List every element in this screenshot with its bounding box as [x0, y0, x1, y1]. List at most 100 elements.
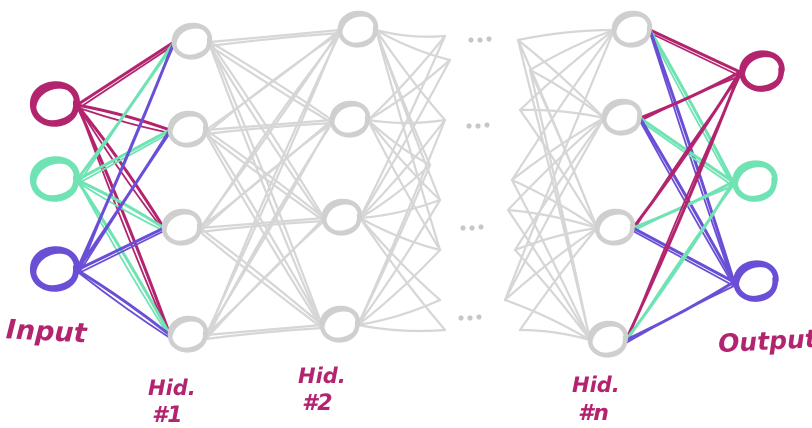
output-node-fill	[736, 262, 776, 302]
ellipsis-dot	[477, 37, 483, 43]
hidden-connection	[204, 128, 326, 220]
input-label: Input	[5, 314, 88, 349]
hidden-connection	[204, 118, 334, 132]
hidden-1-node-fill	[164, 210, 200, 246]
hidden-connection-stub	[366, 34, 447, 122]
ellipsis-dot	[458, 315, 464, 321]
hidden-2-node-fill	[324, 200, 360, 236]
hidden-n-label: Hid.	[572, 373, 620, 397]
hidden-1-node-fill	[174, 24, 210, 60]
output-node-fill	[742, 52, 782, 92]
input-connection	[78, 107, 171, 134]
hidden-1-node	[163, 211, 202, 244]
hidden-connection	[204, 31, 342, 341]
hidden-connection-stub	[518, 108, 606, 120]
hidden-connection	[198, 226, 324, 327]
hidden-2-label: Hid.	[298, 364, 346, 388]
input-connection	[75, 128, 172, 182]
ellipsis-dot	[460, 225, 466, 231]
hidden-connection	[198, 121, 334, 234]
output-connection	[648, 28, 742, 74]
input-connection	[75, 40, 176, 107]
output-node-fill	[735, 162, 775, 202]
ellipsis-dot	[469, 225, 475, 231]
hidden-n-node-fill	[614, 12, 650, 48]
hidden-connection	[204, 323, 324, 337]
output-connection	[625, 75, 741, 344]
hidden-connection-stub	[374, 28, 442, 252]
input-node	[31, 159, 80, 200]
hidden-n-node	[589, 323, 628, 356]
ellipsis-dot	[484, 122, 490, 128]
input-connection	[75, 178, 172, 337]
input-node	[31, 249, 80, 290]
hidden-n-node	[603, 101, 642, 134]
input-connection	[78, 132, 171, 274]
output-connection	[632, 75, 741, 232]
hidden-connection-stub	[518, 328, 592, 342]
hidden-connection-stub	[358, 34, 447, 220]
hidden-connection	[208, 31, 342, 48]
hidden-n-node-fill	[604, 100, 640, 136]
output-connection	[648, 28, 735, 184]
hidden-connection	[204, 132, 326, 223]
hidden-connection	[208, 44, 324, 330]
ellipsis-dot	[478, 224, 484, 230]
hidden-connection	[198, 216, 326, 230]
input-connection	[75, 268, 172, 337]
input-connection	[78, 182, 165, 232]
ellipsis-dot	[486, 36, 492, 42]
input-output-connections	[75, 28, 742, 344]
hidden-connection-stub	[358, 58, 452, 220]
hidden-connection-stub	[528, 68, 592, 342]
hidden-connection-stub	[518, 28, 616, 112]
hidden-connection-stub	[518, 108, 599, 230]
input-connection	[78, 44, 175, 274]
ellipsis-dot	[468, 37, 474, 43]
input-node	[31, 84, 80, 125]
hidden-connection-stub	[356, 198, 442, 327]
hidden-connection-stub	[510, 116, 606, 182]
hidden-1-number: #1	[152, 403, 183, 428]
hidden-2-node	[331, 103, 370, 136]
hidden-connection-stub	[503, 116, 606, 302]
hidden-n-node	[613, 13, 652, 46]
output-connection	[649, 32, 741, 77]
hidden-connection-stub	[366, 58, 452, 122]
hidden-connection-stub	[358, 216, 447, 332]
hidden-connection-stub	[528, 28, 616, 72]
output-node	[734, 163, 778, 200]
network-nodes	[30, 10, 785, 358]
ellipsis-dot	[466, 123, 472, 129]
hidden-2-node-fill	[340, 12, 376, 48]
output-node	[741, 53, 785, 90]
hidden-n-node-fill	[590, 322, 626, 358]
output-connection	[638, 116, 736, 284]
hidden-connection-stub	[503, 28, 616, 302]
hidden-connection-stub	[528, 68, 599, 230]
hidden-connection	[204, 121, 334, 341]
hidden-connection-stub	[510, 178, 599, 230]
output-label: Output	[717, 324, 812, 358]
hidden-connection	[204, 326, 324, 341]
hidden-connection-stub	[503, 226, 599, 302]
hidden-1-node	[169, 113, 208, 146]
hidden-connection	[208, 40, 334, 122]
hidden-1-node	[169, 318, 208, 351]
continuation-dots	[458, 36, 492, 321]
input-connection	[78, 182, 171, 339]
hidden-1-node	[173, 25, 212, 58]
input-connection	[78, 230, 165, 274]
hidden-1-node-fill	[170, 112, 206, 148]
output-connection	[625, 185, 734, 344]
hidden-connection	[208, 28, 342, 44]
input-connection	[78, 132, 171, 184]
input-connection	[75, 103, 172, 337]
input-node-fill	[33, 248, 77, 292]
hidden-connection-stub	[374, 28, 432, 167]
hidden-connection-stub	[358, 198, 442, 220]
hidden-connection	[204, 219, 326, 341]
hidden-connection-stub	[513, 248, 592, 342]
hidden-connection-stub	[513, 226, 599, 252]
hidden-2-node-fill	[322, 307, 358, 343]
